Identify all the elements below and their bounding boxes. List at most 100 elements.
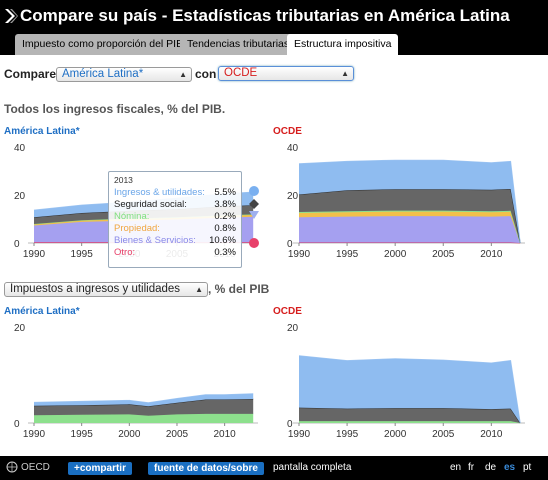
tooltip-row-label: Propiedad: [114, 223, 160, 234]
income-dot-icon[interactable] [249, 186, 259, 196]
footer-bar: OECD +compartir fuente de datos/sobre pa… [0, 456, 548, 480]
area-series-seguridad-social[interactable] [299, 189, 521, 243]
triangle-down-icon[interactable] [249, 210, 259, 220]
area-series-bienes-servicios[interactable] [299, 216, 521, 243]
chevron-down-icon: ▲ [341, 69, 349, 78]
x-tick-label: 2000 [384, 429, 407, 440]
area-series-propiedad[interactable] [299, 211, 521, 243]
fullscreen-link[interactable]: pantalla completa [273, 462, 352, 473]
oecd-text: OECD [21, 461, 50, 473]
country-a-select[interactable]: América Latina* ▲ [56, 67, 192, 82]
x-tick-label: 1995 [336, 249, 359, 260]
x-tick-label: 2010 [480, 249, 503, 260]
series-line [33, 393, 254, 404]
chart-oecd-all: 0 20 40 1990 1995 2000 2005 2010 [287, 143, 525, 260]
x-tick-label: 1995 [71, 249, 94, 260]
chart4-label: OCDE [273, 306, 302, 317]
area-series-ingresos-utilidades[interactable] [34, 393, 254, 407]
country-a-value: América Latina* [62, 68, 144, 80]
chevron-down-icon: ▲ [179, 70, 187, 79]
tooltip-row: Propiedad: 0.8% [114, 223, 236, 235]
tooltip-row: Ingresos & utilidades: 5.5% [114, 187, 236, 199]
tab-tax-trends[interactable]: Tendencias tributarias [180, 34, 297, 55]
section1-title: Todos los ingresos fiscales, % del PIB. [4, 102, 226, 116]
x-tick-label: 2000 [384, 249, 407, 260]
y-tick-label: 20 [14, 323, 26, 334]
y-tick-label: 0 [287, 239, 293, 250]
y-tick-label: 0 [14, 419, 20, 430]
x-tick-label: 1995 [336, 429, 359, 440]
tooltip-year: 2013 [114, 175, 133, 185]
x-tick-label: 1990 [23, 429, 46, 440]
y-tick-label: 0 [287, 419, 293, 430]
diamond-icon[interactable] [249, 199, 259, 209]
area-series-seguridad-social[interactable] [299, 407, 521, 423]
tooltip-row-value: 3.8% [214, 199, 236, 210]
oecd-logo[interactable]: OECD [6, 461, 50, 473]
lang-es[interactable]: es [504, 462, 516, 473]
tax-type-select[interactable]: Impuestos a ingresos y utilidades ▲ [4, 282, 208, 297]
chevron-down-icon: ▲ [195, 285, 203, 294]
tooltip-row: Nómina: 0.2% [114, 211, 236, 223]
x-tick-label: 1990 [288, 249, 311, 260]
app-title: Compare su país - Estadísticas tributari… [20, 6, 510, 25]
compare-label: Compare [4, 67, 57, 81]
area-series-n-mina[interactable] [34, 413, 254, 423]
x-tick-label: 2005 [432, 429, 455, 440]
tooltip-row-label: Otro: [114, 247, 136, 258]
tax-type-value: Impuestos a ingresos y utilidades [10, 283, 181, 295]
y-tick-label: 40 [14, 143, 26, 154]
lang-en[interactable]: en [450, 462, 462, 473]
other-dot-icon[interactable] [249, 238, 259, 248]
con-label: con [195, 67, 217, 81]
x-tick-label: 1990 [288, 429, 311, 440]
header-bar: Compare su país - Estadísticas tributari… [0, 0, 548, 55]
x-tick-label: 2005 [166, 429, 189, 440]
section2-suffix: , % del PIB [208, 282, 270, 296]
country-b-select[interactable]: OCDE ▲ [218, 66, 354, 81]
chart2-label: OCDE [273, 126, 302, 137]
series-line [299, 420, 521, 424]
area-series-ingresos-utilidades[interactable] [299, 355, 521, 423]
series-line [298, 407, 521, 424]
country-b-value: OCDE [224, 67, 258, 79]
y-tick-label: 20 [14, 191, 26, 202]
tooltip-row-label: Nómina: [114, 211, 150, 222]
x-tick-label: 2010 [480, 429, 503, 440]
tooltip-row-value: 10.6% [209, 235, 236, 246]
y-tick-label: 0 [14, 239, 20, 250]
tab-tax-structure[interactable]: Estructura impositiva [287, 34, 399, 55]
lang-de[interactable]: de [485, 462, 497, 473]
x-tick-label: 1990 [23, 249, 46, 260]
tooltip-row-label: Seguridad social: [114, 199, 187, 210]
tooltip-row-value: 0.2% [214, 211, 236, 222]
tooltip-row-value: 0.8% [214, 223, 236, 234]
series-line [298, 159, 521, 244]
y-tick-label: 20 [287, 191, 299, 202]
tooltip: 2013 Ingresos & utilidades: 5.5% Seguridad… [108, 171, 242, 268]
y-tick-label: 20 [287, 323, 299, 334]
area-series-seguridad-social[interactable] [34, 399, 254, 416]
tooltip-row: Otro: 0.3% [114, 247, 236, 259]
x-tick-label: 2010 [214, 429, 237, 440]
series-line [298, 215, 521, 244]
chart-oecd-income: 0 20 1990 1995 2000 2005 2010 [287, 323, 525, 440]
series-line [299, 242, 521, 244]
tab-tax-gdp[interactable]: Impuesto como proporción del PIB [15, 34, 191, 55]
tooltip-row-label: Ingresos & utilidades: [114, 187, 205, 198]
share-button[interactable]: +compartir [68, 462, 132, 475]
tooltip-row-value: 5.5% [214, 187, 236, 198]
chart3-label: América Latina* [4, 306, 80, 317]
oecd-globe-icon [6, 461, 18, 473]
chart-latam-income: 0 20 1990 1995 2000 2005 2010 [14, 323, 258, 440]
y-tick-label: 40 [287, 143, 299, 154]
tooltip-row-value: 0.3% [214, 247, 236, 258]
lang-fr[interactable]: fr [468, 462, 475, 473]
tooltip-row: Seguridad social: 3.8% [114, 199, 236, 211]
x-tick-label: 2005 [432, 249, 455, 260]
series-line [298, 355, 521, 424]
source-button[interactable]: fuente de datos/sobre [148, 462, 264, 475]
area-series-ingresos-utilidades[interactable] [299, 160, 521, 243]
tooltip-row-label: Bienes & Servicios: [114, 235, 196, 246]
lang-pt[interactable]: pt [523, 462, 532, 473]
